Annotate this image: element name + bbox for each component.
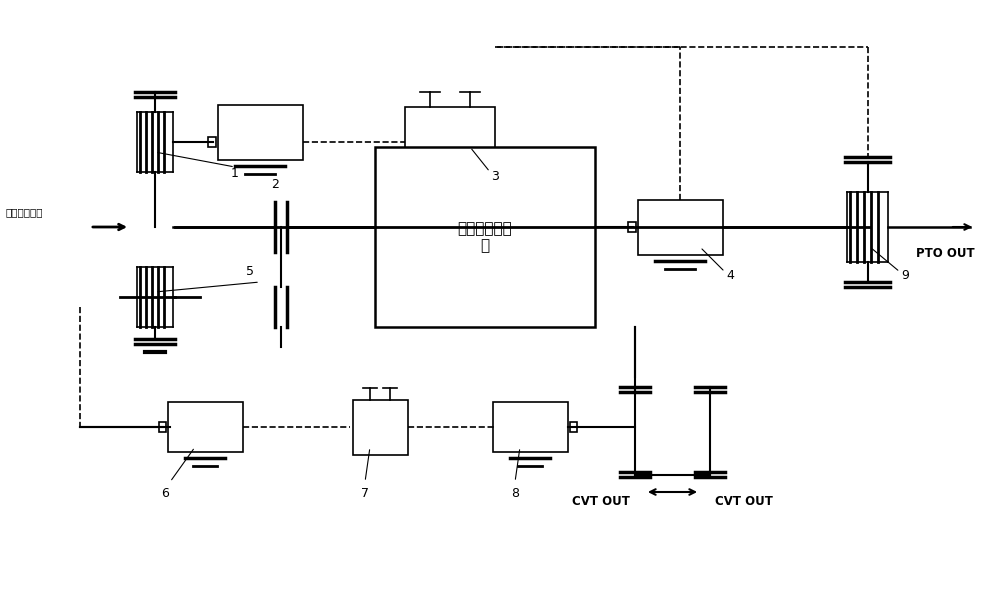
Text: 1: 1 [231, 167, 239, 180]
Text: CVT OUT: CVT OUT [572, 495, 630, 508]
Text: 4: 4 [726, 269, 734, 282]
Bar [208, 137, 216, 147]
Bar [405, 107, 495, 157]
Text: 行星齿轮变速
箱: 行星齿轮变速 箱 [458, 221, 512, 253]
Bar [638, 200, 722, 254]
Bar [218, 104, 302, 160]
Text: 8: 8 [511, 487, 519, 500]
Text: 5: 5 [246, 265, 254, 278]
Text: PTO OUT: PTO OUT [916, 247, 975, 260]
Bar [628, 222, 636, 232]
Text: 3: 3 [491, 170, 499, 183]
Bar [570, 422, 576, 432]
Text: 发动机输出轴: 发动机输出轴 [5, 207, 42, 217]
Text: 2: 2 [271, 177, 279, 191]
Text: 9: 9 [901, 269, 909, 282]
Text: CVT OUT: CVT OUT [715, 495, 773, 508]
Text: 6: 6 [161, 487, 169, 500]
Bar [492, 402, 568, 452]
Bar [375, 147, 595, 327]
Bar [158, 422, 166, 432]
Bar [168, 402, 242, 452]
Text: 7: 7 [361, 487, 369, 500]
Bar [352, 399, 408, 455]
